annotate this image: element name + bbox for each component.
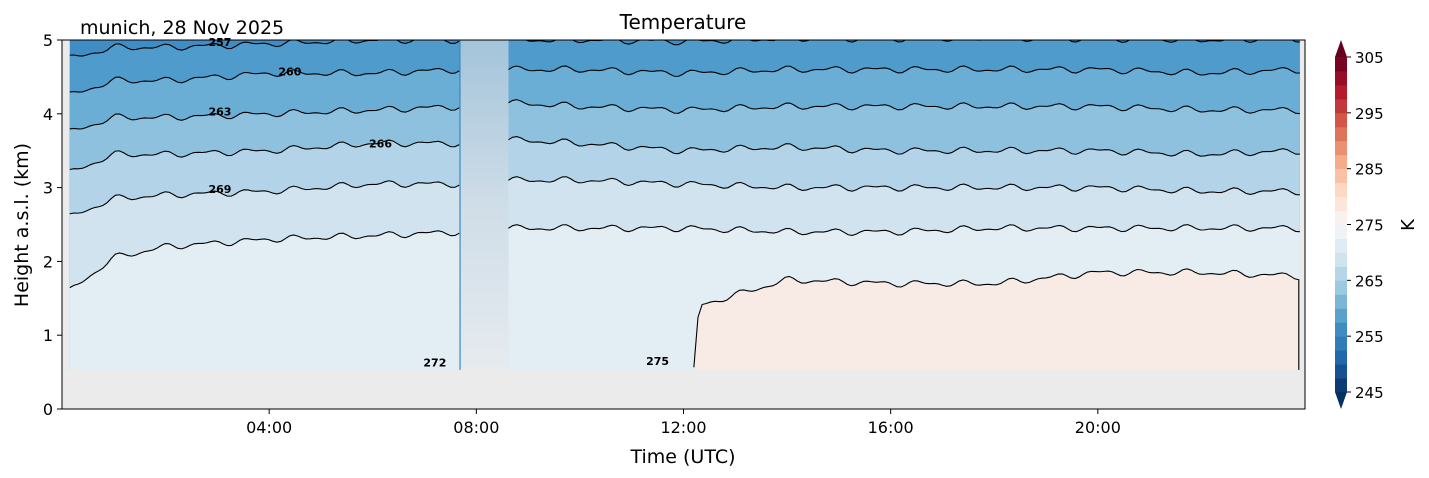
contour-label-275: 275	[646, 355, 669, 368]
x-tick-label: 20:00	[1075, 418, 1121, 437]
y-tick-label: 1	[43, 326, 53, 345]
colorbar-segment	[1335, 224, 1347, 239]
y-tick-label: 3	[43, 179, 53, 198]
colorbar-segment	[1335, 70, 1347, 86]
colorbar-tick-label: 255	[1355, 328, 1384, 346]
chart-title: Temperature	[619, 10, 747, 34]
isoline-272	[508, 224, 1300, 236]
contour-label-260: 260	[278, 66, 301, 79]
colorbar-tick-label: 285	[1355, 161, 1384, 179]
y-tick-label: 0	[43, 400, 53, 419]
colorbar-tick-label: 275	[1355, 217, 1384, 235]
colorbar: 245 255 265 275 285 295 305	[1335, 40, 1384, 409]
colorbar-segment	[1335, 154, 1347, 170]
colorbar-segment	[1335, 168, 1347, 184]
isoline-272	[69, 230, 460, 289]
isoline-266	[69, 139, 460, 171]
colorbar-segment	[1335, 252, 1347, 267]
colorbar-segment	[1335, 322, 1347, 337]
isoline-266	[508, 135, 1300, 157]
colorbar-extend-max	[1335, 40, 1347, 57]
isoline-257	[508, 40, 1300, 46]
colorbar-segment	[1335, 98, 1347, 114]
y-tick-label: 4	[43, 105, 53, 124]
isoline-275	[693, 268, 1300, 370]
colorbar-segment	[1335, 140, 1347, 156]
x-tick-label: 04:00	[246, 418, 292, 437]
no-data-lower	[62, 369, 1305, 409]
contour-label-257: 257	[208, 36, 231, 49]
colorbar-segment	[1335, 210, 1347, 225]
colorbar-segment	[1335, 84, 1347, 100]
colorbar-segment	[1335, 364, 1347, 379]
colorbar-segment	[1335, 266, 1347, 281]
y-axis-label: Height a.s.l. (km)	[11, 143, 33, 307]
y-tick-label: 5	[43, 31, 53, 50]
isoline-263	[508, 99, 1300, 115]
y-tick-label: 2	[43, 252, 53, 271]
colorbar-segment	[1335, 196, 1347, 212]
colorbar-extend-min	[1335, 392, 1347, 409]
contour-labels: 257 260 263 266 269 272 275	[208, 36, 669, 369]
isoline-269	[508, 176, 1300, 196]
colorbar-tick-label: 245	[1355, 384, 1384, 402]
contour-lines	[69, 40, 1300, 370]
contour-label-263: 263	[208, 106, 231, 119]
colorbar-tick-label: 295	[1355, 105, 1384, 123]
isoline-269	[69, 180, 460, 215]
contour-label-266: 266	[369, 137, 392, 150]
colorbar-segment	[1335, 126, 1347, 142]
contour-label-272: 272	[423, 357, 446, 370]
x-tick-label: 08:00	[453, 418, 499, 437]
x-axis-label: Time (UTC)	[629, 446, 735, 468]
colorbar-segment	[1335, 308, 1347, 323]
isoline-257	[69, 40, 460, 57]
colorbar-segment	[1335, 350, 1347, 365]
isoline-263	[69, 104, 460, 130]
colorbar-segment	[1335, 336, 1347, 351]
chart-subtitle: munich, 28 Nov 2025	[80, 17, 284, 39]
x-tick-label: 12:00	[660, 418, 706, 437]
colorbar-label: K	[1398, 218, 1419, 231]
band-below-272	[69, 230, 460, 370]
colorbar-segment	[1335, 57, 1347, 72]
colorbar-segment	[1335, 280, 1347, 295]
contour-label-269: 269	[208, 183, 231, 196]
colorbar-segment	[1335, 378, 1347, 393]
x-tick-label: 16:00	[868, 418, 914, 437]
axes: 04:00 08:00 12:00 16:00 20:00 0 1 2 3 4 5	[43, 31, 1121, 437]
colorbar-segment	[1335, 294, 1347, 309]
colorbar-segment	[1335, 238, 1347, 253]
isoline-260	[69, 67, 460, 93]
colorbar-segment	[1335, 112, 1347, 128]
colorbar-segment	[1335, 182, 1347, 198]
colorbar-tick-label: 305	[1355, 49, 1384, 67]
data-gap	[460, 40, 509, 370]
colorbar-tick-label: 265	[1355, 272, 1384, 290]
isoline-260	[508, 65, 1300, 77]
band-above-275	[693, 268, 1299, 370]
contour-fill	[62, 40, 1305, 409]
